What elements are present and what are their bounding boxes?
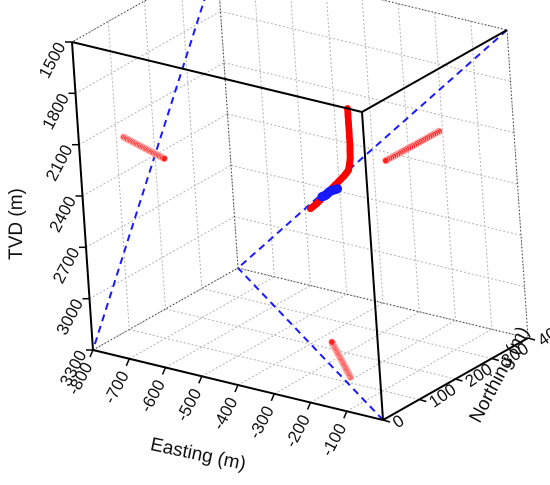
tvd-tick-label: 2100 bbox=[42, 142, 77, 184]
northing-tick-label: 100 bbox=[425, 380, 459, 412]
data-layer bbox=[120, 105, 443, 381]
easting-axis-label: Easting (m) bbox=[148, 434, 247, 475]
easting-tick-label: -600 bbox=[136, 377, 169, 416]
easting-tick bbox=[270, 393, 275, 402]
back-wall-gridline bbox=[380, 0, 508, 31]
back-wall-gridline bbox=[290, 0, 311, 286]
northing-tick bbox=[491, 357, 500, 362]
easting-tick bbox=[125, 358, 130, 367]
floor-gridline bbox=[129, 329, 420, 400]
box-edge-hidden bbox=[380, 0, 508, 31]
tvd-tick-label: 2700 bbox=[49, 244, 84, 286]
back-wall-gridline bbox=[326, 0, 348, 295]
easting-tick bbox=[234, 384, 239, 393]
grid-layer bbox=[71, 0, 529, 421]
left-wall-gridline bbox=[78, 62, 225, 146]
floor-gridline bbox=[165, 308, 456, 380]
easting-tick bbox=[161, 367, 167, 375]
easting-tick bbox=[198, 376, 203, 384]
tvd-axis-label: TVD (m) bbox=[6, 188, 27, 260]
easting-tick-label: -700 bbox=[100, 368, 133, 407]
tvd-tick-label: 3000 bbox=[52, 296, 87, 338]
back-wall-gridline bbox=[230, 164, 522, 236]
easting-tick-label: -500 bbox=[173, 385, 206, 424]
box-edge bbox=[361, 29, 508, 113]
box-edge bbox=[361, 111, 384, 421]
left-wall-gridline bbox=[144, 0, 166, 310]
easting-tick-label: -100 bbox=[318, 420, 351, 459]
box-edge-hidden bbox=[506, 29, 529, 339]
easting-tick-label: -400 bbox=[209, 394, 242, 433]
back-wall-gridline bbox=[220, 10, 511, 82]
northing-tick bbox=[382, 419, 391, 423]
box-edge-hidden bbox=[92, 267, 239, 351]
floor-gridline bbox=[201, 288, 492, 359]
box-edge bbox=[71, 41, 363, 113]
easting-tick bbox=[306, 402, 312, 410]
back-wall-gridline bbox=[506, 29, 529, 339]
event-projection-point bbox=[382, 157, 390, 165]
northing-tick-label: 400 bbox=[534, 318, 550, 350]
left-wall-gridline bbox=[75, 10, 221, 94]
northing-tick bbox=[527, 337, 536, 341]
tvd-tick-label: 1800 bbox=[38, 90, 73, 132]
event-projection-point bbox=[328, 338, 336, 346]
back-wall-gridline bbox=[397, 3, 420, 312]
easting-tick bbox=[89, 349, 94, 358]
box-frame bbox=[71, 0, 529, 421]
back-wall-gridline bbox=[223, 62, 515, 134]
left-wall-gridline bbox=[219, 0, 239, 269]
back-wall-gridline bbox=[434, 12, 456, 321]
back-wall-gridline bbox=[254, 0, 275, 277]
back-wall-gridline bbox=[227, 113, 518, 185]
event-projection-point bbox=[160, 155, 168, 163]
trajectory-point bbox=[307, 205, 314, 213]
back-wall-gridline bbox=[234, 216, 525, 288]
tick-labels: -800 -700 -600 -500 -400 -300 -200 -100 01002003… bbox=[35, 39, 550, 459]
box-edge-hidden bbox=[219, 0, 239, 269]
northing-tick bbox=[419, 398, 427, 403]
northing-tick bbox=[455, 378, 463, 382]
tvd-tick-label: 2400 bbox=[45, 193, 80, 235]
northing-tick-label: 0 bbox=[389, 411, 407, 432]
event-point bbox=[317, 192, 327, 202]
box-edge-hidden bbox=[237, 267, 529, 339]
tvd-tick-label: 1500 bbox=[35, 39, 70, 81]
easting-tick-label: -200 bbox=[281, 412, 314, 451]
easting-tick-label: -300 bbox=[245, 403, 278, 442]
easting-tick bbox=[343, 411, 348, 419]
